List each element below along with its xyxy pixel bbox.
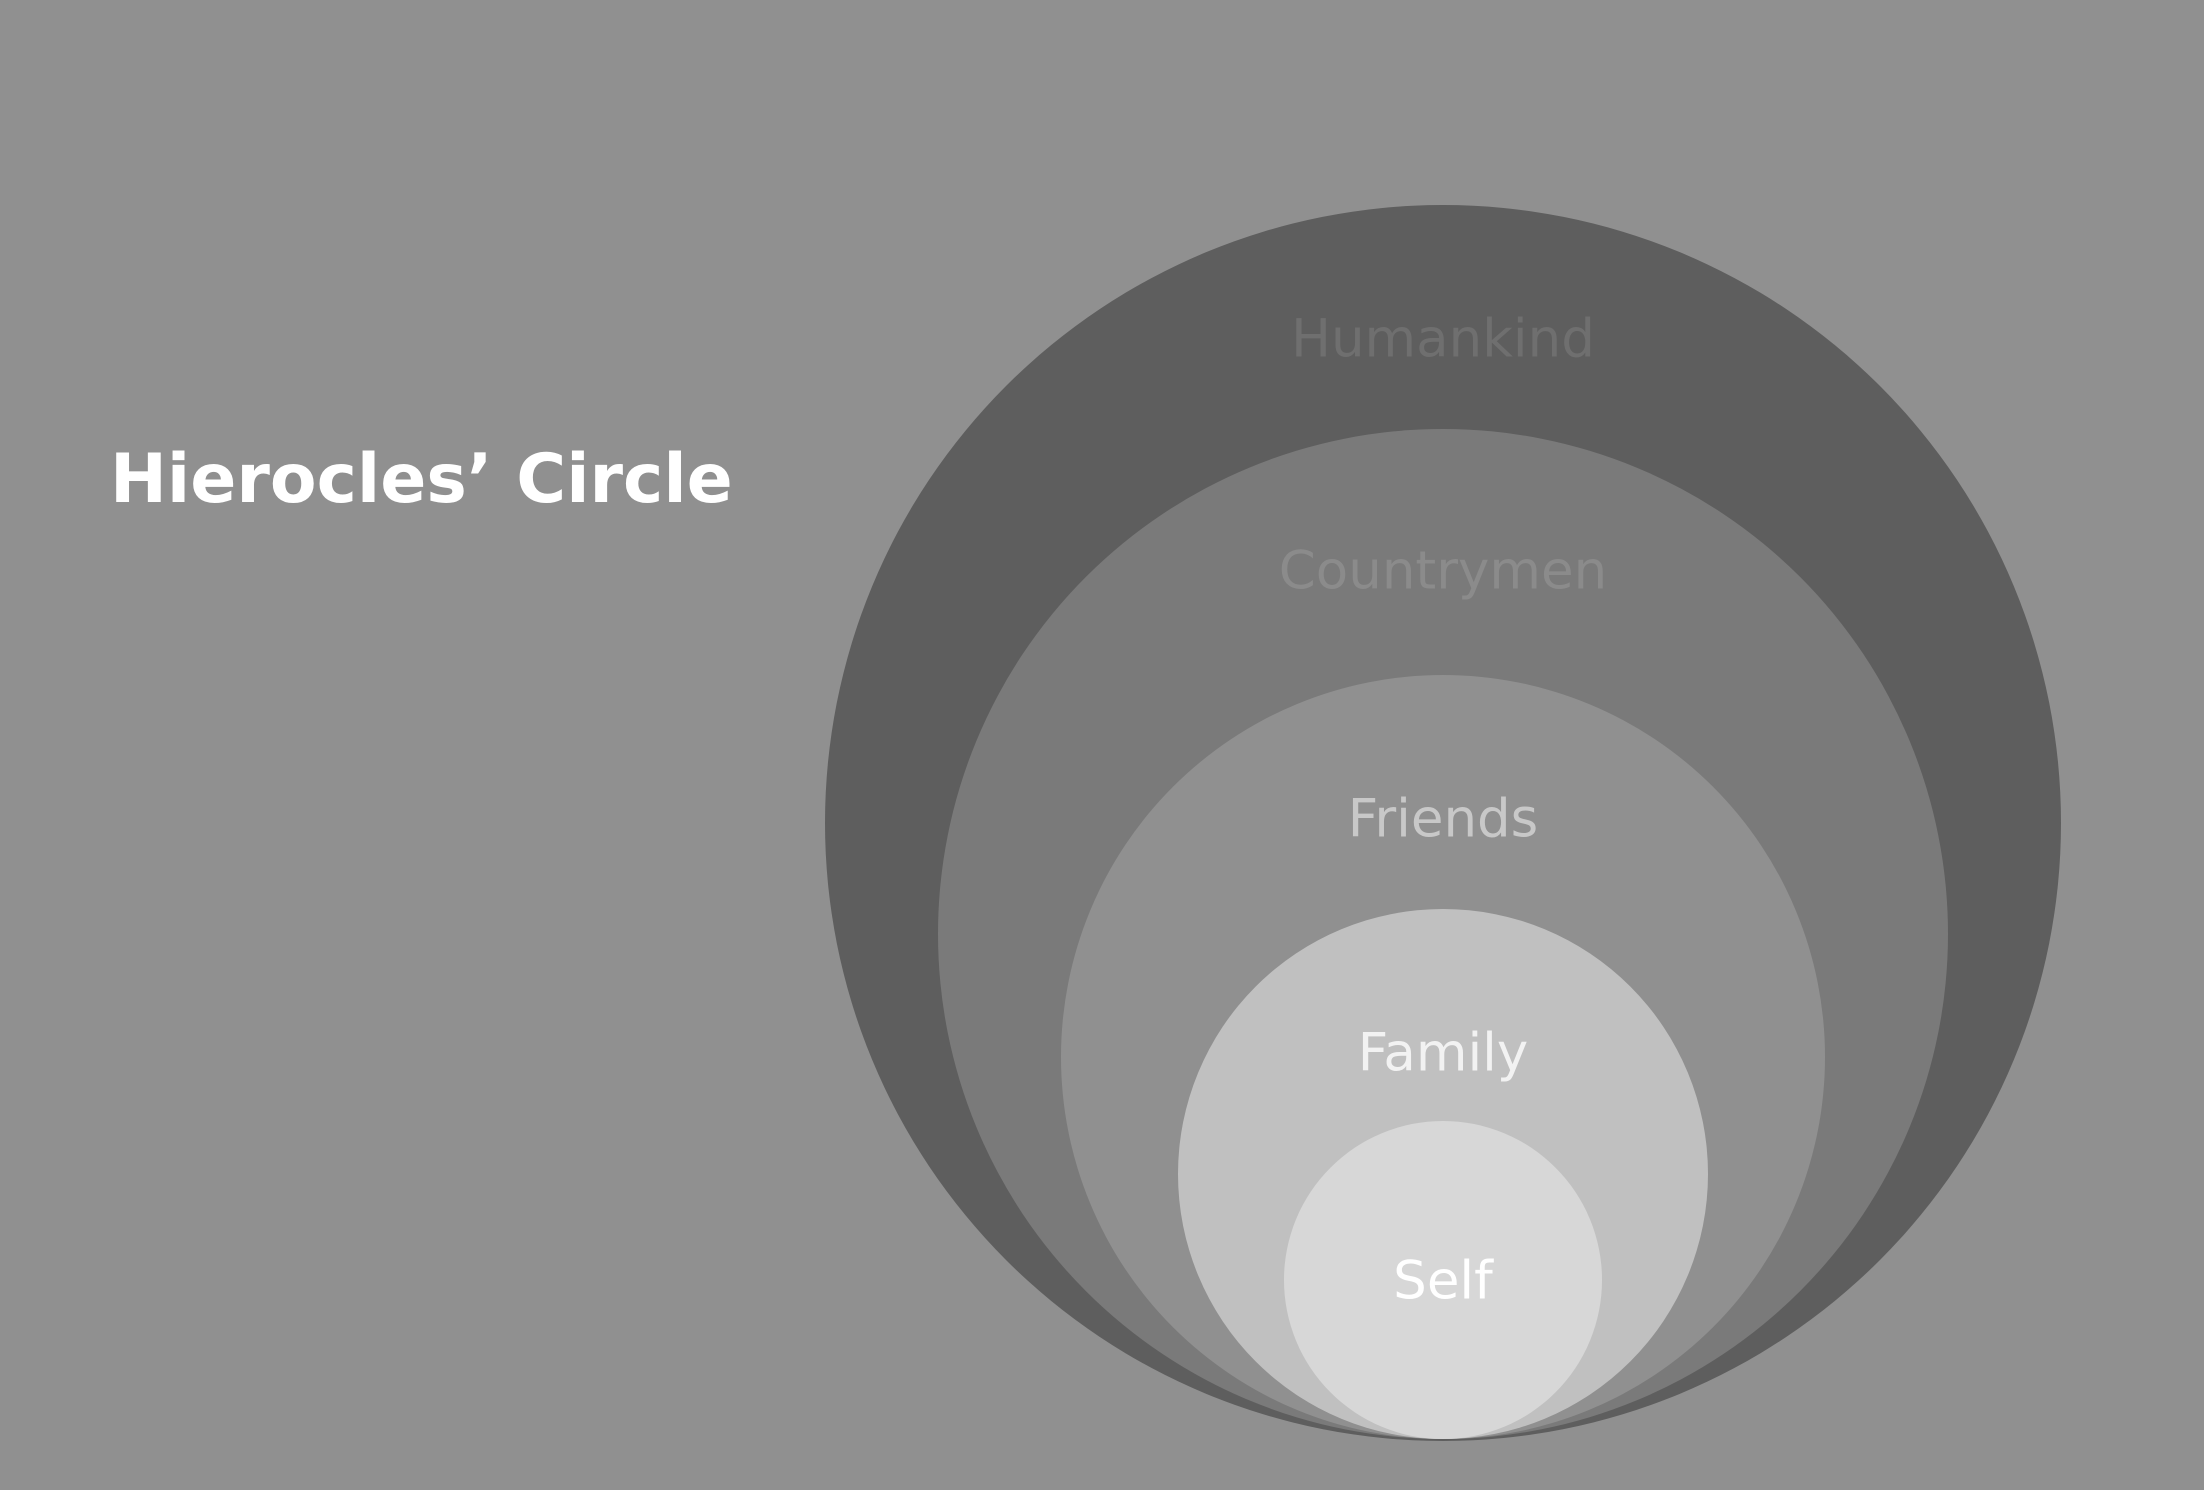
label-humankind: Humankind xyxy=(1291,309,1595,370)
label-family: Family xyxy=(1358,1023,1529,1084)
label-friends: Friends xyxy=(1348,789,1539,850)
diagram-title: Hierocles’ Circle xyxy=(110,440,733,519)
circle-self xyxy=(1284,1121,1602,1439)
label-self: Self xyxy=(1393,1251,1494,1312)
label-countrymen: Countrymen xyxy=(1279,541,1607,602)
